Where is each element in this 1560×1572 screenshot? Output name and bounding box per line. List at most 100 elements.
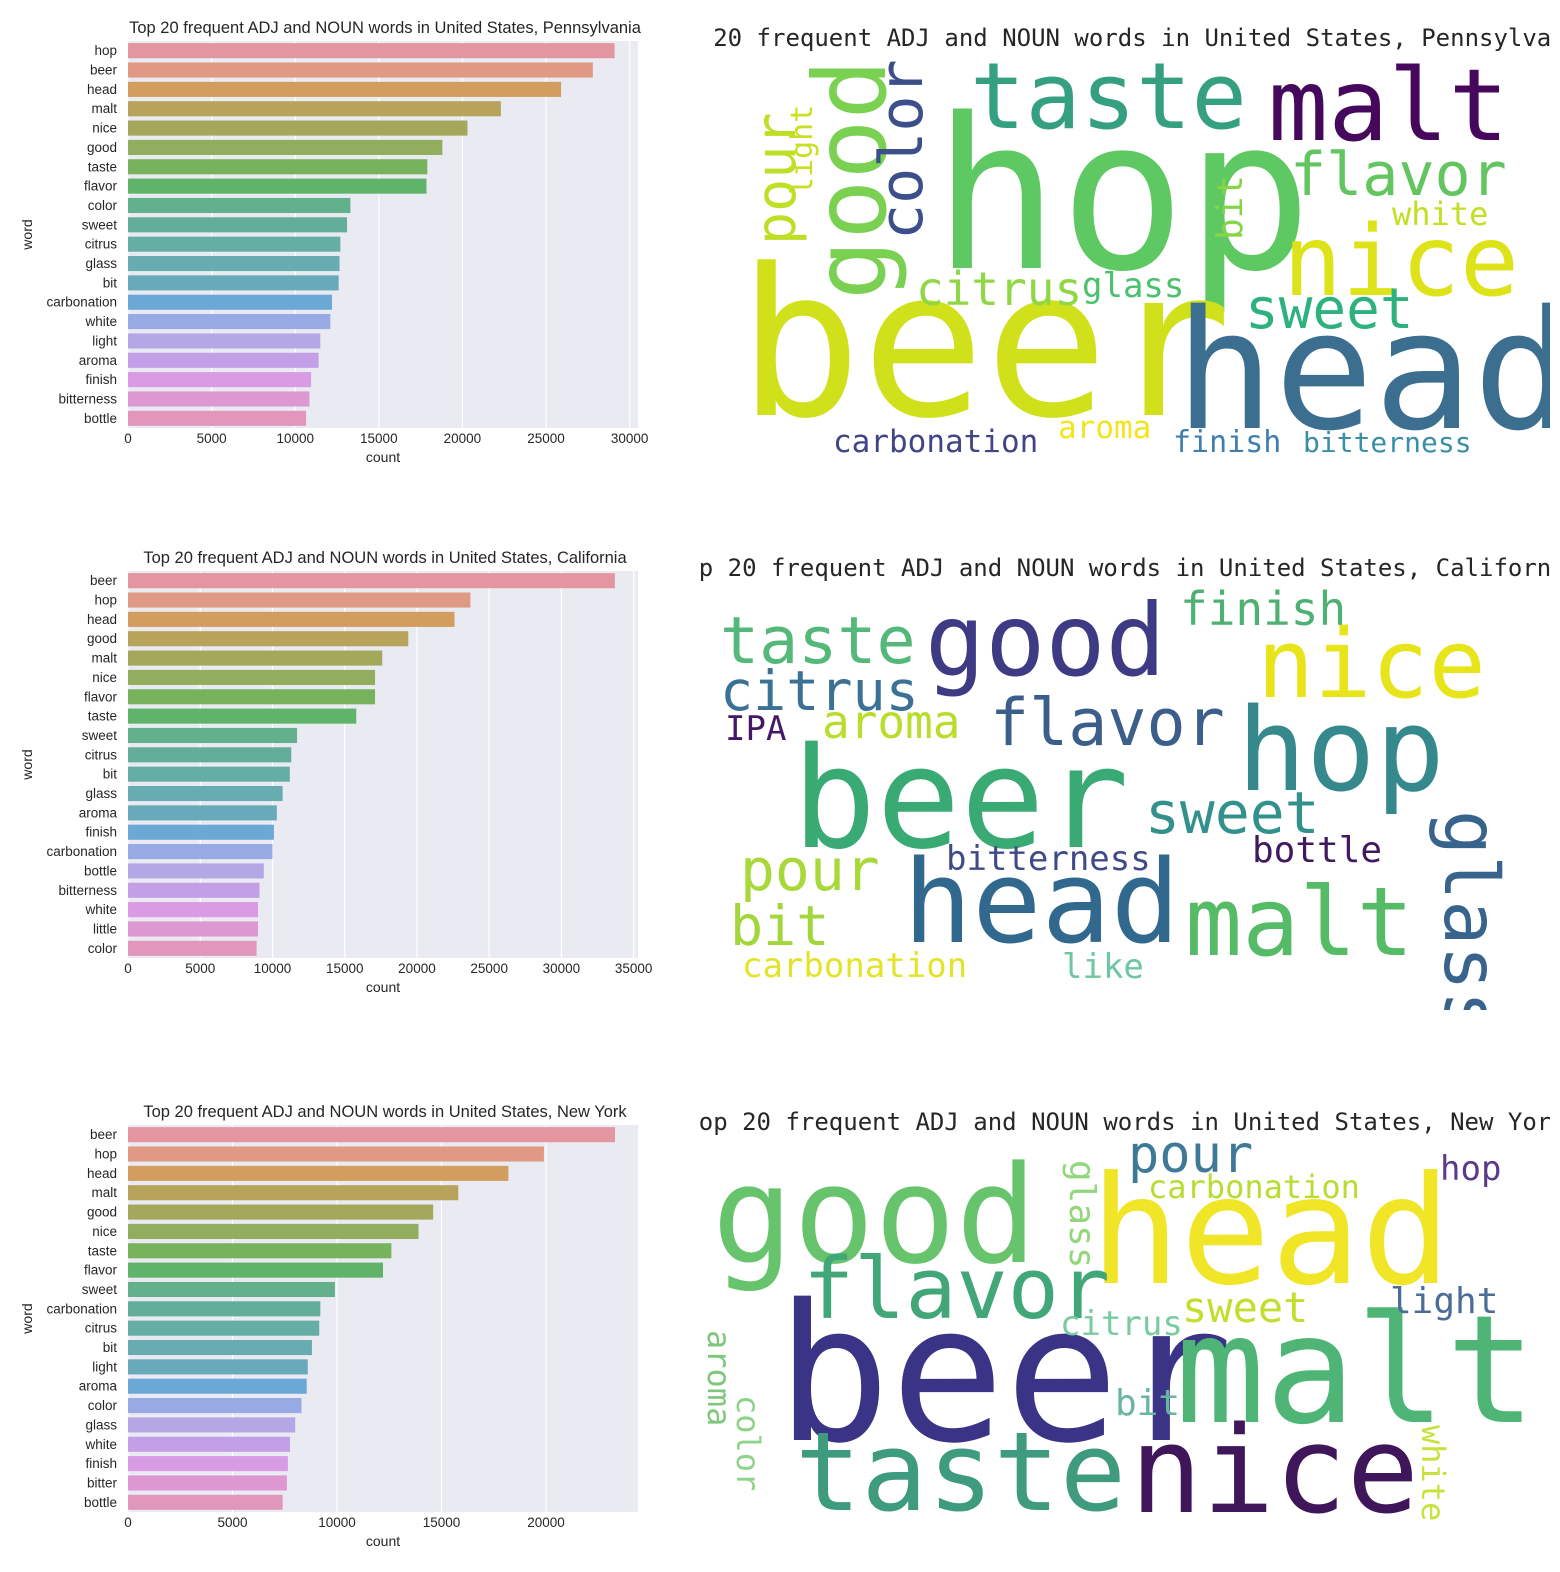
- bar-hop: [128, 43, 615, 59]
- y-tick-label: finish: [85, 372, 117, 387]
- x-tick-label: 20000: [398, 961, 436, 976]
- x-tick-label: 10000: [318, 1515, 356, 1530]
- word-good: good: [792, 59, 909, 300]
- y-tick-label: citrus: [85, 747, 118, 762]
- y-tick-label: aroma: [79, 353, 118, 368]
- bar-flavor: [128, 178, 427, 194]
- bar-aroma: [128, 1378, 307, 1394]
- x-tick-label: 15000: [326, 961, 364, 976]
- x-axis-label: count: [366, 449, 400, 465]
- x-tick-label: 0: [124, 961, 132, 976]
- y-tick-label: sweet: [82, 1282, 118, 1297]
- bar-good: [128, 139, 443, 155]
- y-tick-label: carbonation: [46, 844, 117, 859]
- bar-flavor: [128, 689, 376, 705]
- word-malt: malt: [1185, 868, 1414, 978]
- bar-taste: [128, 708, 357, 724]
- word-flavor: flavor: [803, 1240, 1110, 1339]
- bar-head: [128, 81, 562, 97]
- y-tick-label: hop: [94, 1147, 117, 1162]
- bar-bitter: [128, 1475, 287, 1491]
- bar-carbonation: [128, 294, 332, 310]
- word-finish: finish: [1180, 582, 1346, 636]
- y-tick-label: bottle: [84, 1495, 117, 1510]
- word-light: light: [785, 105, 820, 195]
- word-good: good: [925, 582, 1166, 699]
- y-tick-label: finish: [85, 1456, 117, 1471]
- y-tick-label: sweet: [82, 728, 118, 743]
- y-tick-label: bitterness: [58, 391, 117, 406]
- y-tick-label: nice: [92, 121, 117, 136]
- y-tick-label: glass: [85, 786, 117, 801]
- y-tick-label: beer: [90, 63, 118, 78]
- bar-chart-svg: Top 20 frequent ADJ and NOUN words in Un…: [19, 1103, 638, 1549]
- x-tick-label: 20000: [444, 431, 482, 446]
- bar-bottle: [128, 410, 307, 426]
- word-flavor: flavor: [990, 686, 1225, 761]
- word-like: like: [1062, 947, 1144, 987]
- x-tick-label: 20000: [527, 1515, 565, 1530]
- y-tick-label: malt: [91, 1185, 117, 1200]
- bar-beer: [128, 62, 593, 78]
- word-bitterness: bitterness: [1303, 426, 1472, 459]
- word-good: good: [712, 1137, 1037, 1294]
- y-tick-label: malt: [91, 101, 117, 116]
- y-tick-label: hop: [94, 43, 117, 58]
- y-tick-label: white: [84, 902, 117, 917]
- word-glass: glass: [1061, 1160, 1102, 1268]
- word-pour: pour: [740, 836, 880, 904]
- bar-malt: [128, 101, 501, 117]
- x-axis-label: count: [366, 1533, 400, 1549]
- y-tick-label: taste: [88, 1243, 117, 1258]
- bar-nice: [128, 1223, 419, 1239]
- bar-finish: [128, 824, 274, 840]
- word-white: white: [1414, 1425, 1452, 1521]
- wordcloud-svg: Top 20 frequent ADJ and NOUN words in Un…: [655, 24, 1560, 467]
- bar-glass: [128, 1417, 296, 1433]
- y-tick-label: white: [84, 314, 117, 329]
- bar-hop: [128, 1146, 544, 1162]
- word-color: color: [867, 59, 937, 240]
- wordcloud-california: Top 20 frequent ADJ and NOUN words in Un…: [670, 530, 1560, 1036]
- bar-carbonation: [128, 844, 273, 860]
- bar-bottle: [128, 863, 264, 879]
- bar-aroma: [128, 352, 319, 368]
- bar-sweet: [128, 727, 298, 744]
- wordcloud-title: Top 20 frequent ADJ and NOUN words in Un…: [700, 554, 1550, 582]
- y-tick-label: white: [84, 1437, 117, 1452]
- word-beer: beer: [776, 1264, 1234, 1485]
- bar-good: [128, 631, 409, 647]
- y-tick-label: light: [92, 333, 117, 348]
- bar-finish: [128, 372, 312, 388]
- word-taste: taste: [970, 43, 1247, 150]
- word-aroma: aroma: [822, 695, 960, 749]
- word-taste: taste: [795, 1408, 1126, 1536]
- bar-nice: [128, 669, 376, 685]
- bar-little: [128, 921, 259, 937]
- chart-title: Top 20 frequent ADJ and NOUN words in Un…: [143, 1103, 627, 1121]
- word-color: color: [729, 1395, 767, 1491]
- bar-head: [128, 611, 455, 627]
- bar-citrus: [128, 747, 292, 763]
- bar-bitterness: [128, 882, 260, 898]
- word-aroma: aroma: [700, 1330, 738, 1426]
- word-citrus: citrus: [720, 659, 919, 723]
- x-axis-label: count: [366, 979, 400, 995]
- word-head: head: [1090, 1145, 1451, 1319]
- chart-title: Top 20 frequent ADJ and NOUN words in Un…: [129, 19, 642, 37]
- bar-malt: [128, 1185, 459, 1201]
- y-axis-label: word: [19, 749, 35, 780]
- word-flavor: flavor: [1290, 140, 1507, 210]
- x-tick-label: 10000: [276, 431, 314, 446]
- y-tick-label: bitter: [87, 1475, 118, 1490]
- y-tick-label: glass: [85, 1417, 117, 1432]
- x-tick-label: 35000: [615, 961, 653, 976]
- x-tick-label: 10000: [254, 961, 292, 976]
- y-tick-label: glass: [85, 256, 117, 271]
- bar-carbonation: [128, 1301, 321, 1317]
- y-tick-label: light: [92, 1359, 117, 1374]
- word-malt: malt: [1175, 1284, 1536, 1458]
- bar-bit: [128, 275, 339, 291]
- plot-area: [128, 41, 638, 428]
- x-tick-label: 30000: [543, 961, 581, 976]
